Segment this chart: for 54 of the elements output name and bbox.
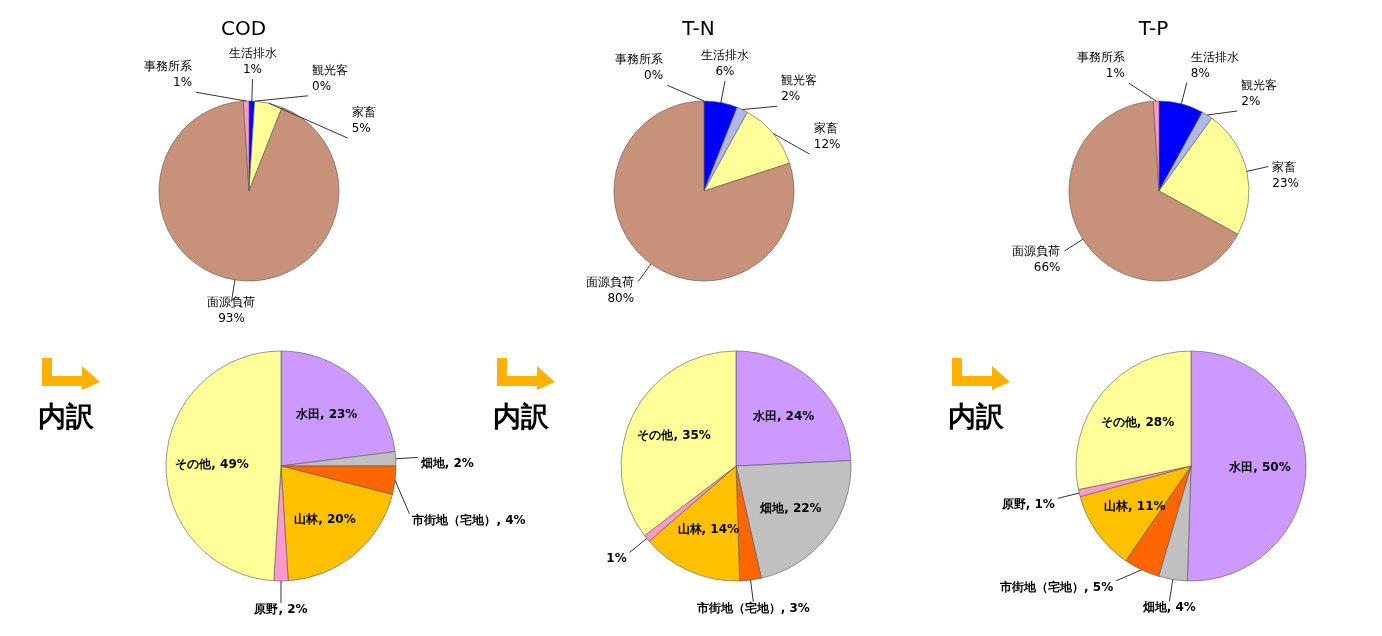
- slice-label: 原野, 2%: [254, 602, 308, 616]
- chart-title: T-P: [1137, 16, 1170, 40]
- slice-label: 山林, 11%: [1104, 499, 1166, 514]
- data-label: 2%: [1241, 93, 1261, 108]
- category-label: 事務所系: [615, 52, 664, 67]
- slice-label: 原野, 1%: [1001, 497, 1055, 512]
- data-label: 8%: [1190, 65, 1210, 80]
- data-label: 5%: [351, 121, 371, 136]
- slice-label: 事務所系: [1076, 50, 1125, 65]
- slice-label: 事務所系: [144, 59, 193, 74]
- slice-label: 家畜: [1272, 159, 1297, 174]
- category-label: 観光客: [312, 62, 349, 77]
- slice-label: 生活排水: [700, 47, 749, 62]
- text: 内訳: [948, 399, 1005, 435]
- data-label: 1%: [242, 62, 263, 77]
- text: 0%: [644, 68, 664, 83]
- slice-label: 生活排水: [1190, 49, 1239, 64]
- slice-label: 家畜: [351, 105, 376, 120]
- slice-label: 畑地, 2%: [420, 456, 474, 471]
- slice-label: 観光客: [1241, 77, 1278, 92]
- data-label: 23%: [1272, 175, 1299, 190]
- text: 0%: [312, 78, 332, 93]
- slice-label: 家畜: [813, 121, 838, 136]
- slice-label: その他, 49%: [175, 456, 249, 471]
- slice-label: 市街地（宅地）, 5%: [1000, 579, 1114, 594]
- slice-label: 面源負荷: [1012, 244, 1061, 259]
- slice-label: 市街地（宅地）, 3%: [696, 600, 810, 615]
- slice-label: 観光客: [781, 73, 818, 88]
- data-label: 12%: [813, 137, 841, 152]
- slice-label: その他, 35%: [637, 428, 711, 443]
- slice-label: 面源負荷: [207, 294, 256, 309]
- slice-label: 畑地, 4%: [1142, 600, 1196, 615]
- data-label: 1%: [1105, 66, 1125, 81]
- data-label: 93%: [218, 310, 245, 325]
- slice-label: 水田, 23%: [295, 407, 358, 422]
- chart-title: T-N: [681, 16, 716, 40]
- chart-title: COD: [219, 16, 268, 40]
- slice-label: 畑地, 22%: [760, 500, 822, 515]
- slice-label: その他, 28%: [1100, 415, 1175, 430]
- slice-label: 水田, 24%: [752, 409, 815, 424]
- text: 内訳: [493, 399, 550, 435]
- text: 内訳: [38, 399, 95, 435]
- data-label: 80%: [607, 290, 635, 305]
- data-label: 6%: [715, 63, 735, 78]
- slice-label: 生活排水: [228, 46, 277, 61]
- slice-label: 面源負荷: [586, 274, 635, 289]
- slice-label: 山林, 14%: [677, 522, 740, 537]
- data-label: 1%: [606, 551, 627, 566]
- slice-label: 山林, 20%: [294, 512, 356, 527]
- data-label: 66%: [1033, 260, 1061, 275]
- slice-label: 水田, 50%: [1229, 460, 1291, 475]
- data-label: 2%: [781, 89, 801, 104]
- data-label: 1%: [173, 75, 193, 90]
- slice-label: 市街地（宅地）, 4%: [412, 512, 526, 527]
